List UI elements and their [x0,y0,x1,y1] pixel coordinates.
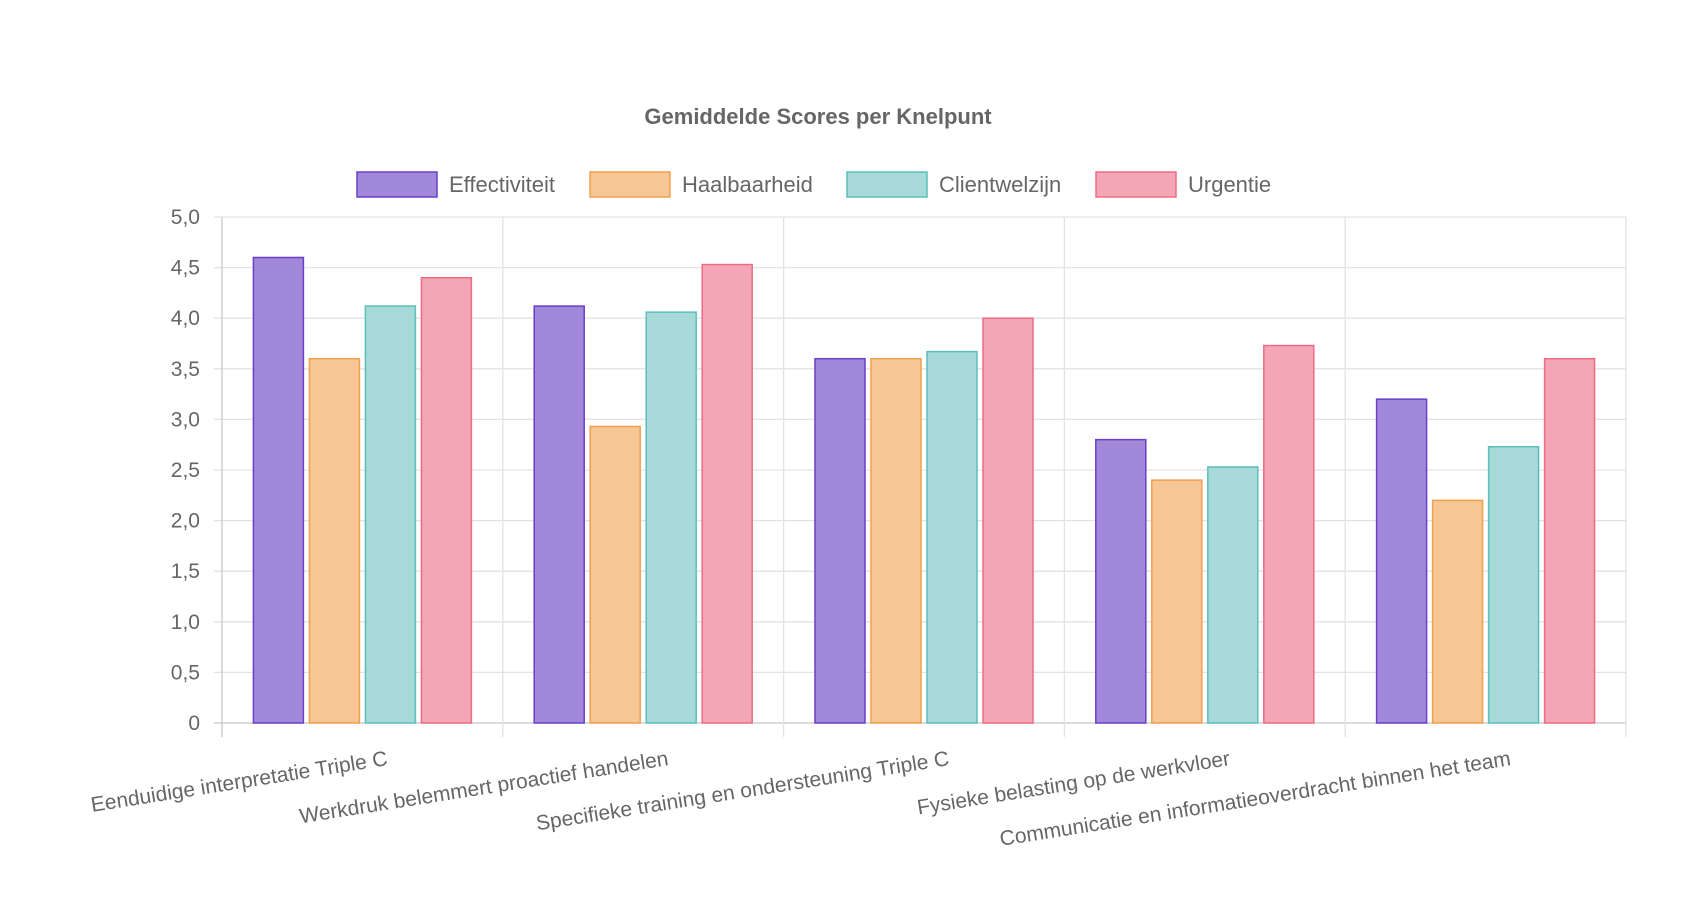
bar-clientwelzijn[interactable] [645,311,697,724]
bar-urgentie[interactable] [982,317,1034,724]
y-tick-label: 1,5 [171,560,200,583]
y-tick-label: 3,5 [171,358,200,381]
legend-item-effectiviteit[interactable]: Effectiviteit [356,171,555,198]
bar-haalbaarheid[interactable] [308,357,361,724]
bar-effectiviteit[interactable] [814,357,866,724]
y-tick-label: 2,5 [171,459,200,482]
legend-swatch [846,171,928,198]
chart-title: Gemiddelde Scores per Knelpunt [644,104,992,129]
legend-item-urgentie[interactable]: Urgentie [1095,171,1271,198]
y-tick-label: 4,5 [171,257,200,280]
bar-effectiviteit[interactable] [533,305,585,724]
legend-item-clientwelzijn[interactable]: Clientwelzijn [846,171,1061,198]
x-tick-label: Communicatie en informatieoverdracht bin… [998,747,1512,851]
bar-urgentie[interactable] [1543,357,1596,724]
bar-haalbaarheid[interactable] [1151,479,1203,724]
bar-urgentie[interactable] [701,263,753,724]
bar-urgentie[interactable] [420,276,473,724]
y-tick-label: 1,0 [171,611,200,634]
bar-effectiviteit[interactable] [252,256,305,724]
bars [252,256,1596,724]
legend-label: Urgentie [1188,172,1271,197]
legend-swatch [1095,171,1177,198]
bar-effectiviteit[interactable] [1095,438,1147,724]
bar-haalbaarheid[interactable] [589,425,641,724]
bar-clientwelzijn[interactable] [364,305,417,724]
bar-haalbaarheid[interactable] [870,357,922,724]
y-tick-label: 0,5 [171,661,200,684]
legend-swatch [356,171,438,198]
legend-swatch [589,171,671,198]
legend[interactable]: Effectiviteit Haalbaarheid Clientwelzijn Ur… [356,171,1271,198]
legend-label: Clientwelzijn [939,172,1061,197]
y-tick-label: 0 [188,712,200,735]
bar-haalbaarheid[interactable] [1431,499,1484,724]
legend-item-haalbaarheid[interactable]: Haalbaarheid [589,171,813,198]
y-tick-label: 2,0 [171,510,200,533]
bar-effectiviteit[interactable] [1375,398,1428,724]
bar-clientwelzijn[interactable] [1207,466,1259,724]
y-tick-label: 5,0 [171,206,200,229]
bar-clientwelzijn[interactable] [926,350,978,724]
y-tick-label: 3,0 [171,408,200,431]
bar-clientwelzijn[interactable] [1487,445,1540,724]
legend-label: Effectiviteit [449,172,555,197]
legend-label: Haalbaarheid [682,172,813,197]
y-tick-label: 4,0 [171,307,200,330]
bar-urgentie[interactable] [1263,344,1315,724]
